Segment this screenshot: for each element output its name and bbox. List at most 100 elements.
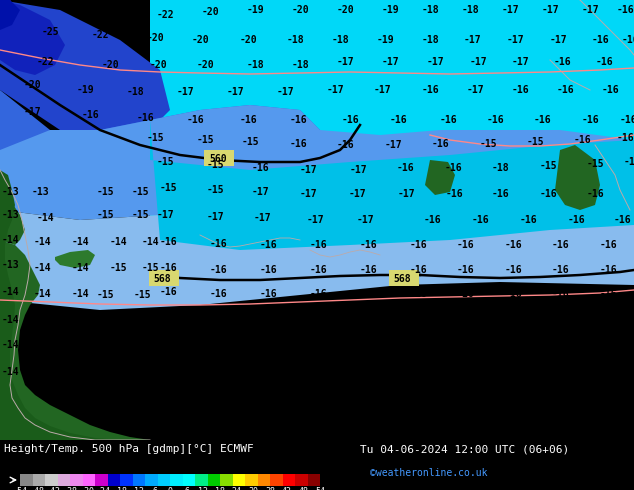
- Text: -15: -15: [131, 210, 149, 220]
- Text: -16: -16: [289, 139, 307, 149]
- Text: -16: -16: [389, 115, 407, 125]
- Text: -16: -16: [553, 57, 571, 67]
- Bar: [133, 474, 145, 486]
- Text: -16: -16: [309, 240, 327, 250]
- Text: -15: -15: [96, 290, 114, 300]
- Text: -17: -17: [156, 210, 174, 220]
- Polygon shape: [555, 145, 600, 210]
- Text: -16: -16: [621, 35, 634, 45]
- Bar: [170, 474, 183, 486]
- Text: -16: -16: [159, 313, 177, 323]
- Text: -14: -14: [1, 235, 19, 245]
- Text: -14: -14: [1, 315, 19, 325]
- Text: 568: 568: [153, 274, 171, 284]
- Text: -17: -17: [299, 189, 317, 199]
- Text: -14: -14: [1, 340, 19, 350]
- Text: -17: -17: [349, 165, 367, 175]
- FancyBboxPatch shape: [389, 270, 419, 286]
- Text: 38: 38: [265, 487, 275, 490]
- Text: -16: -16: [159, 237, 177, 247]
- Text: -17: -17: [541, 5, 559, 15]
- Text: -13: -13: [1, 187, 19, 197]
- Text: -15: -15: [156, 157, 174, 167]
- Text: -19: -19: [376, 35, 394, 45]
- Text: -17: -17: [356, 215, 374, 225]
- Text: -17: -17: [326, 85, 344, 95]
- Bar: [45, 474, 58, 486]
- Text: -18: -18: [331, 35, 349, 45]
- Text: -20: -20: [336, 5, 354, 15]
- Bar: [108, 474, 120, 486]
- Text: -16: -16: [511, 85, 529, 95]
- Text: -16: -16: [551, 341, 569, 351]
- Text: -14: -14: [141, 237, 158, 247]
- Text: -13: -13: [31, 187, 49, 197]
- Text: 0: 0: [167, 487, 172, 490]
- Text: -14: -14: [33, 289, 51, 299]
- Polygon shape: [425, 160, 455, 195]
- Text: -20: -20: [191, 35, 209, 45]
- Text: -16: -16: [359, 367, 377, 377]
- Text: -17: -17: [306, 215, 324, 225]
- Text: -16: -16: [599, 265, 617, 275]
- Bar: [82, 474, 95, 486]
- Text: -15: -15: [206, 160, 224, 170]
- Text: -16: -16: [159, 365, 177, 375]
- Text: -22: -22: [91, 30, 109, 40]
- Text: -15: -15: [526, 137, 544, 147]
- Text: -16: -16: [209, 367, 227, 377]
- Text: -16: -16: [599, 341, 617, 351]
- Text: -18: -18: [491, 163, 509, 173]
- Text: -19: -19: [381, 5, 399, 15]
- Text: -15: -15: [141, 263, 158, 273]
- Text: -38: -38: [63, 487, 77, 490]
- Bar: [120, 474, 133, 486]
- Text: -16: -16: [309, 367, 327, 377]
- Text: -15: -15: [196, 135, 214, 145]
- Text: -17: -17: [381, 57, 399, 67]
- Text: -17: -17: [226, 87, 244, 97]
- Text: -16: -16: [519, 215, 537, 225]
- Text: -16: -16: [409, 289, 427, 299]
- Text: -16: -16: [504, 315, 522, 325]
- Bar: [283, 474, 295, 486]
- Bar: [307, 474, 320, 486]
- Bar: [257, 474, 270, 486]
- Bar: [195, 474, 207, 486]
- Text: -16: -16: [359, 289, 377, 299]
- Text: -16: -16: [539, 189, 557, 199]
- Text: -19: -19: [76, 85, 94, 95]
- Polygon shape: [0, 90, 320, 175]
- Text: -16: -16: [599, 367, 617, 377]
- Text: -16: -16: [444, 163, 462, 173]
- Text: 42: 42: [281, 487, 292, 490]
- Text: -54: -54: [13, 487, 27, 490]
- Text: -17: -17: [469, 57, 487, 67]
- Text: -18: -18: [246, 60, 264, 70]
- Text: -17: -17: [384, 140, 402, 150]
- Text: -20: -20: [196, 60, 214, 70]
- Text: -15: -15: [96, 210, 114, 220]
- Text: 12: 12: [198, 487, 209, 490]
- Text: -24: -24: [96, 487, 111, 490]
- Text: -16: -16: [186, 115, 204, 125]
- Text: -17: -17: [299, 165, 317, 175]
- Polygon shape: [0, 0, 20, 30]
- FancyBboxPatch shape: [204, 150, 234, 166]
- Text: -18: -18: [421, 5, 439, 15]
- Text: -15: -15: [539, 161, 557, 171]
- Text: -16: -16: [456, 341, 474, 351]
- Text: -14: -14: [71, 263, 89, 273]
- Text: -16: -16: [551, 367, 569, 377]
- Text: -16: -16: [396, 163, 414, 173]
- Polygon shape: [150, 120, 634, 250]
- Text: -14: -14: [71, 237, 89, 247]
- Bar: [295, 474, 307, 486]
- Text: -15: -15: [146, 133, 164, 143]
- Text: -16: -16: [504, 367, 522, 377]
- Text: -16: -16: [259, 341, 277, 351]
- Polygon shape: [0, 190, 634, 310]
- Text: -20: -20: [239, 35, 257, 45]
- Text: 48: 48: [299, 487, 308, 490]
- Text: 24: 24: [231, 487, 242, 490]
